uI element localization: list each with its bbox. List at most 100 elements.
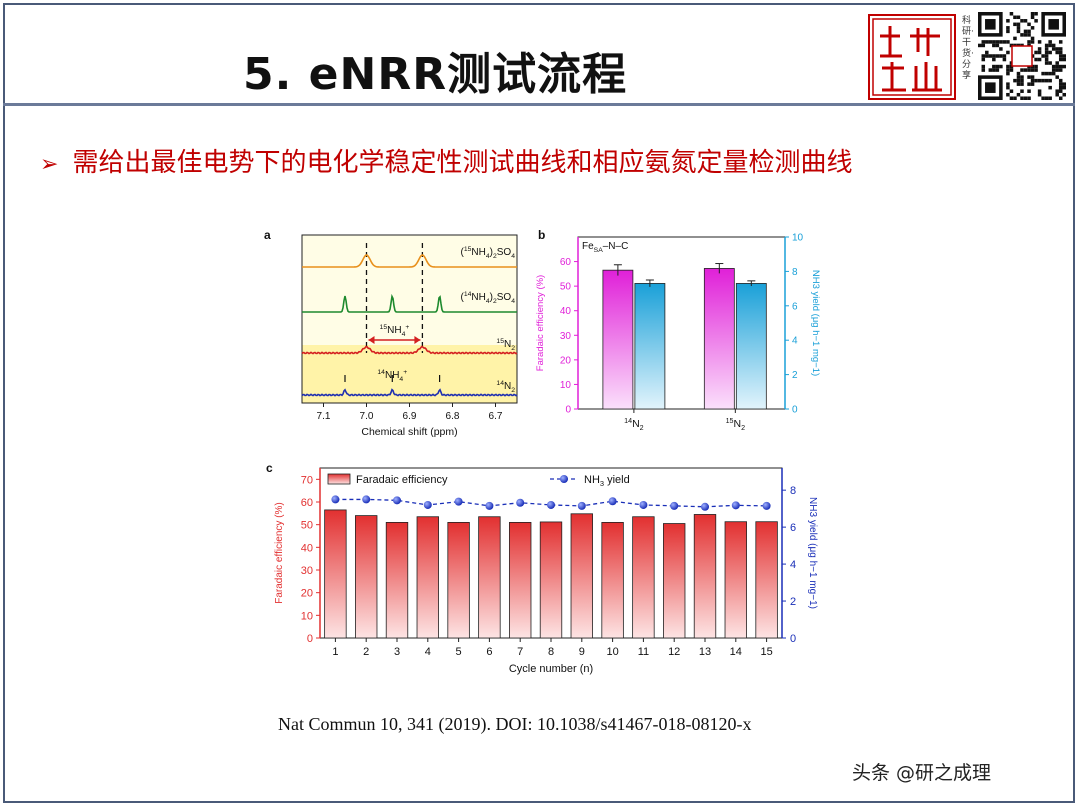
panel-b-fe-bar — [603, 270, 633, 409]
watermark-text: 头条 @研之成理 — [852, 758, 991, 785]
panel-c-fe-bar-2 — [355, 516, 377, 638]
panel-c-fe-bar-12 — [663, 524, 685, 638]
panel-a-x-tick-label: 6.9 — [403, 411, 417, 422]
panel-a-x-tick-label: 6.7 — [489, 411, 503, 422]
panel-a-nmr-chart: a 7.1 7.0 6.9 6.8 6.7 Chemical shift (ppm) (15… — [262, 225, 530, 455]
panel-c-legend-point-swatch — [560, 475, 568, 483]
panel-c-yield-point-11 — [639, 501, 647, 509]
logo-seal-icon — [870, 16, 954, 98]
panel-c-fe-bar-7 — [509, 522, 531, 638]
panel-c-legend-bar-swatch — [328, 474, 350, 484]
panel-c-yield-point-6 — [485, 502, 493, 510]
panel-c-left-tick-label: 20 — [301, 588, 313, 600]
panel-c-left-tick-label: 50 — [301, 520, 313, 532]
panel-c-x-tick-label: 10 — [606, 646, 618, 658]
bullet-arrow-icon: ➢ — [40, 152, 58, 177]
panel-b-right-tick-label: 10 — [792, 233, 804, 244]
panel-c-fe-bar-8 — [540, 522, 562, 638]
panel-c-x-tick-label: 14 — [730, 646, 742, 658]
panel-c-yield-point-2 — [362, 495, 370, 503]
panel-c-fe-bar-4 — [417, 517, 439, 638]
panel-c-x-tick-label: 13 — [699, 646, 711, 658]
panel-c-fe-bar-15 — [756, 522, 778, 638]
panel-b-right-tick-label: 4 — [792, 336, 798, 347]
panel-c-yield-point-12 — [670, 502, 678, 510]
panel-c-x-axis-label: Cycle number (n) — [509, 663, 593, 675]
panel-c-fe-bar-13 — [694, 514, 716, 638]
panel-c-x-tick-label: 5 — [456, 646, 462, 658]
panel-c-yield-point-10 — [609, 497, 617, 505]
panel-a-plot-area: 7.1 7.0 6.9 6.8 6.7 Chemical shift (ppm) (15NH… — [302, 235, 517, 438]
panel-c-label: c — [266, 461, 273, 475]
panel-b-left-tick-label: 10 — [560, 380, 572, 391]
panel-c-x-tick-label: 9 — [579, 646, 585, 658]
panel-c-yield-point-9 — [578, 502, 586, 510]
panel-b-left-tick-label: 20 — [560, 355, 572, 366]
panel-c-right-tick-label: 2 — [790, 596, 796, 608]
panel-c-yield-point-4 — [424, 501, 432, 509]
panel-c-fe-bar-14 — [725, 522, 747, 638]
panel-b-right-tick-label: 2 — [792, 370, 798, 381]
panel-c-x-tick-label: 4 — [425, 646, 431, 658]
panel-c-left-tick-label: 40 — [301, 542, 313, 554]
panel-b-left-axis-label: Faradaic efficiency (%) — [535, 275, 546, 371]
panel-c-right-tick-label: 0 — [790, 633, 796, 645]
panel-c-plot-area: 0 10 20 30 40 50 60 70 0 2 4 6 8 Faradaic efficiency … — [274, 468, 818, 675]
panel-c-left-axis-label: Faradaic efficiency (%) — [274, 502, 285, 604]
panel-c-x-tick-label: 15 — [760, 646, 772, 658]
panel-c-x-tick-label: 7 — [517, 646, 523, 658]
panel-b-left-tick-label: 0 — [565, 405, 571, 416]
panel-a-label: a — [264, 228, 271, 242]
panel-b-right-axis-label: NH3 yield (μg h−1 mg−1) — [810, 270, 820, 376]
panel-c-left-tick-label: 60 — [301, 497, 313, 509]
panel-b-left-tick-label: 50 — [560, 282, 572, 293]
panel-c-x-tick-label: 6 — [486, 646, 492, 658]
panel-c-fe-bar-1 — [325, 510, 347, 638]
panel-c-yield-point-3 — [393, 496, 401, 504]
panel-b-category-label: 14N2 — [624, 417, 644, 432]
panel-c-left-tick-label: 0 — [307, 633, 313, 645]
slide-title: 5. eNRR测试流程 — [243, 38, 627, 102]
panel-c-right-axis-label: NH3 yield (μg h−1 mg−1) — [807, 497, 818, 609]
panel-c-left-tick-label: 30 — [301, 565, 313, 577]
panel-c-fe-bar-3 — [386, 522, 408, 638]
qr-code — [978, 12, 1066, 100]
panel-a-x-tick-label: 7.0 — [360, 411, 374, 422]
panel-c-right-tick-label: 4 — [790, 559, 796, 571]
panel-c-left-tick-label: 10 — [301, 610, 313, 622]
bullet-point: ➢ 需给出最佳电势下的电化学稳定性测试曲线和相应氨氮定量检测曲线 — [40, 142, 852, 179]
panel-c-fe-bar-10 — [602, 522, 624, 638]
panel-b-right-tick-label: 8 — [792, 267, 798, 278]
panel-c-yield-point-1 — [331, 495, 339, 503]
panel-b-right-tick-label: 6 — [792, 301, 798, 312]
panel-c-x-tick-label: 3 — [394, 646, 400, 658]
logo-side-text: 科研·干货·分享 — [962, 16, 974, 82]
panel-a-x-axis-label: Chemical shift (ppm) — [361, 426, 457, 438]
panel-b-yield-bar — [736, 283, 766, 409]
panel-c-legend-line-label: NH3 yield — [584, 474, 630, 488]
panel-c-fe-bar-9 — [571, 514, 593, 638]
panel-b-yield-bar — [635, 283, 665, 409]
panel-c-left-tick-label: 70 — [301, 474, 313, 486]
panel-c-x-tick-label: 2 — [363, 646, 369, 658]
panel-b-title: FeSA–N–C — [582, 241, 628, 254]
panel-b-left-tick-label: 30 — [560, 331, 572, 342]
panel-a-x-tick-label: 7.1 — [317, 411, 331, 422]
citation: Nat Commun 10, 341 (2019). DOI: 10.1038/… — [278, 714, 751, 735]
qr-code-icon — [978, 12, 1066, 100]
panel-c-x-tick-label: 8 — [548, 646, 554, 658]
panel-c-cycle-chart: c 0 10 20 30 40 50 60 70 0 2 4 6 8 Faradaic efficienc… — [262, 458, 822, 680]
panel-a-x-tick-label: 6.8 — [446, 411, 460, 422]
panel-c-legend-bar-label: Faradaic efficiency — [356, 474, 448, 486]
panel-b-right-tick-label: 0 — [792, 405, 798, 416]
panel-b-plot-area: 01020304050600246810Faradaic efficiency … — [535, 233, 820, 432]
panel-c-x-tick-label: 1 — [332, 646, 338, 658]
bullet-text: 需给出最佳电势下的电化学稳定性测试曲线和相应氨氮定量检测曲线 — [72, 148, 852, 178]
panel-c-yield-point-5 — [455, 498, 463, 506]
panel-c-fe-bar-6 — [479, 517, 501, 638]
panel-c-yield-point-15 — [763, 502, 771, 510]
panel-c-yield-point-14 — [732, 501, 740, 509]
panel-b-label: b — [538, 228, 545, 242]
panel-b-category-label: 15N2 — [726, 417, 746, 432]
